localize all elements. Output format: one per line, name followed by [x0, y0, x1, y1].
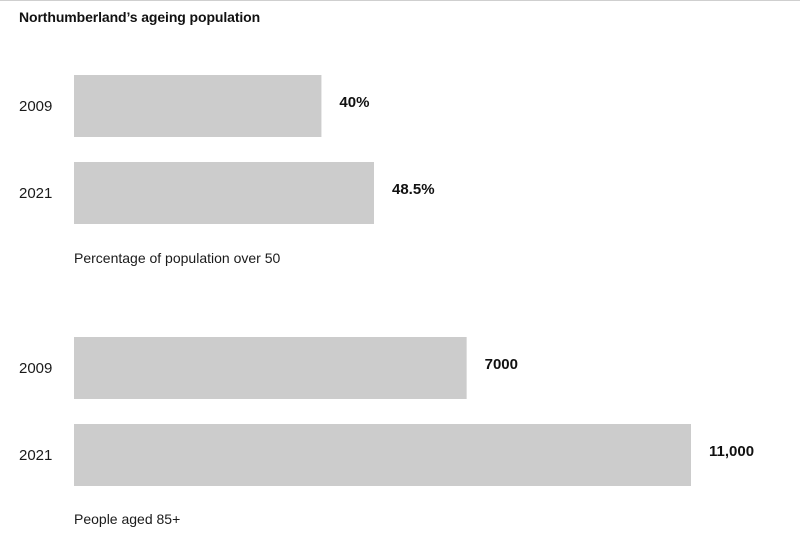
category-label: 2021: [19, 185, 52, 202]
bar-panel-1: 2009 40% 2021 48.5% Percentage of population…: [19, 75, 435, 266]
value-label: 40%: [339, 94, 369, 111]
top-divider: [0, 0, 800, 1]
panel-caption: Percentage of population over 50: [74, 250, 280, 266]
bar-2009: [74, 337, 467, 399]
value-label: 7000: [485, 356, 518, 373]
bar-panel-2: 2009 7000 2021 11,000 People aged 85+: [19, 337, 754, 527]
panel-caption: People aged 85+: [74, 511, 180, 527]
bar-2021: [74, 162, 374, 224]
bar-2021: [74, 424, 691, 486]
category-label: 2009: [19, 98, 52, 115]
bar-2009: [74, 75, 322, 137]
value-label: 11,000: [709, 443, 754, 460]
category-label: 2021: [19, 447, 52, 464]
category-label: 2009: [19, 360, 52, 377]
chart-title: Northumberland’s ageing population: [19, 9, 261, 25]
value-label: 48.5%: [392, 181, 435, 198]
